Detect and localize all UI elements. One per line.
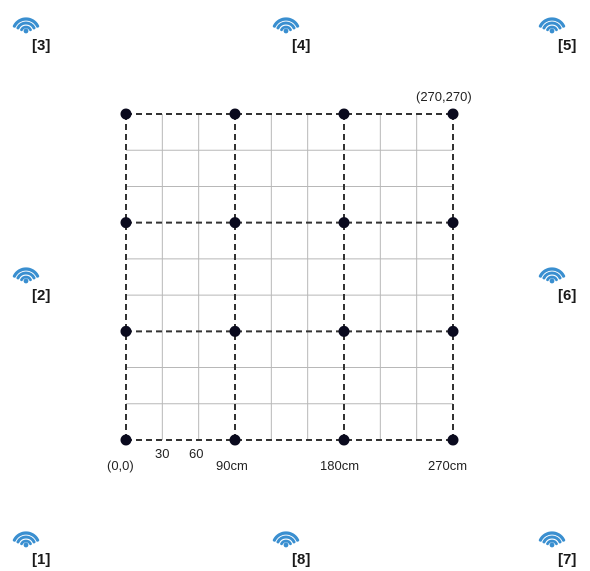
grid-node: [338, 108, 350, 120]
wifi-icon: [272, 17, 300, 34]
access-point-label: [7]: [558, 551, 576, 568]
access-point: [8]: [272, 531, 310, 568]
grid-node: [447, 325, 459, 337]
grid-node: [120, 325, 132, 337]
grid-node: [120, 217, 132, 229]
wifi-icon: [538, 531, 566, 548]
x-tick-label-180cm: 180cm: [320, 458, 359, 473]
access-point: [6]: [538, 267, 576, 304]
grid-node: [120, 108, 132, 120]
access-point: [1]: [12, 531, 50, 568]
corner-label: (270,270): [416, 89, 472, 104]
access-point: [3]: [12, 17, 50, 54]
grid-node: [447, 108, 459, 120]
access-point-label: [4]: [292, 37, 310, 54]
access-point: [5]: [538, 17, 576, 54]
grid-node: [338, 325, 350, 337]
access-point: [2]: [12, 267, 50, 304]
grid-node: [338, 434, 350, 446]
grid-node: [338, 217, 350, 229]
access-point-label: [8]: [292, 551, 310, 568]
wifi-icon: [538, 17, 566, 34]
grid-node: [229, 434, 241, 446]
wifi-icon: [12, 17, 40, 34]
access-point: [4]: [272, 17, 310, 54]
access-points: [1] [2] [3] [4] [5] [6] [7] [8]: [12, 17, 576, 568]
access-point-label: [3]: [32, 37, 50, 54]
grid-node: [120, 434, 132, 446]
wifi-icon: [12, 267, 40, 284]
access-point-label: [1]: [32, 551, 50, 568]
access-point-label: [5]: [558, 37, 576, 54]
wifi-icon: [538, 267, 566, 284]
grid-node: [447, 217, 459, 229]
wifi-icon: [272, 531, 300, 548]
wifi-icon: [12, 531, 40, 548]
grid-node: [229, 108, 241, 120]
x-tick-label-30: 30: [155, 446, 169, 461]
major-grid-lines: [125, 113, 454, 441]
x-tick-label-90cm: 90cm: [216, 458, 248, 473]
grid-node: [229, 217, 241, 229]
x-tick-label-270cm: 270cm: [428, 458, 467, 473]
access-point-label: [2]: [32, 287, 50, 304]
origin-label: (0,0): [107, 458, 134, 473]
access-point-label: [6]: [558, 287, 576, 304]
access-point: [7]: [538, 531, 576, 568]
grid-nodes: [120, 108, 459, 446]
grid-node: [229, 325, 241, 337]
x-tick-label-60: 60: [189, 446, 203, 461]
minor-grid-lines: [126, 114, 453, 440]
grid-node: [447, 434, 459, 446]
